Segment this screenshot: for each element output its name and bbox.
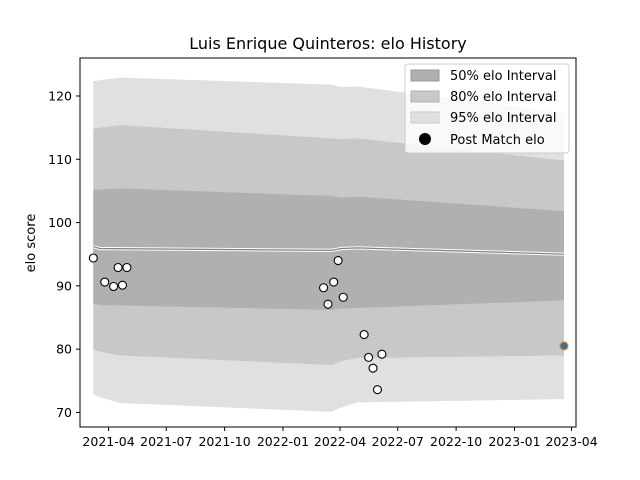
y-tick-label: 80 xyxy=(56,342,72,357)
post-match-elo-point xyxy=(88,253,98,263)
y-tick-label: 110 xyxy=(48,152,72,167)
chart-title: Luis Enrique Quinteros: elo History xyxy=(189,34,467,53)
axes-frame xyxy=(79,57,577,428)
latest-elo-point xyxy=(559,341,569,351)
plot-area xyxy=(88,77,569,412)
x-tick-label: 2022-04 xyxy=(314,434,366,449)
y-axis-label: elo score xyxy=(24,214,39,273)
y-tick-label: 100 xyxy=(48,215,72,230)
legend-swatch-80 xyxy=(410,90,440,103)
legend-label-points: Post Match elo xyxy=(450,133,545,148)
post-match-elo-point xyxy=(333,255,343,266)
legend-label-95: 95% elo Interval xyxy=(450,111,557,126)
y-tick-label: 90 xyxy=(56,278,72,293)
x-tick-label: 2021-04 xyxy=(82,434,134,449)
x-tick-label: 2022-07 xyxy=(372,434,424,449)
post-match-elo-point xyxy=(319,283,329,293)
post-match-elo-point xyxy=(359,330,369,340)
y-tick-label: 70 xyxy=(56,405,72,420)
legend-marker-points xyxy=(419,133,431,145)
post-match-elo-point xyxy=(100,277,110,287)
post-match-elo-point xyxy=(117,280,128,290)
legend-swatch-50 xyxy=(410,69,440,82)
post-match-elo-point xyxy=(377,349,387,359)
axis-ticks: 70 80 90 100 110 120 2021-04 2021-07 2021-10 2022… xyxy=(48,88,598,449)
x-tick-label: 2021-10 xyxy=(198,434,250,449)
post-match-elo-point xyxy=(329,277,339,287)
x-tick-label: 2023-01 xyxy=(488,434,540,449)
post-match-elo-point xyxy=(113,262,123,273)
legend-label-50: 50% elo Interval xyxy=(450,69,557,84)
y-tick-label: 120 xyxy=(48,88,72,103)
legend: 50% elo Interval 80% elo Interval 95% el… xyxy=(404,63,570,154)
x-tick-label: 2022-10 xyxy=(430,434,482,449)
legend-swatch-95 xyxy=(410,111,440,124)
post-match-elo-point xyxy=(364,352,374,362)
x-tick-label: 2023-04 xyxy=(545,434,597,449)
post-match-elo-point xyxy=(372,385,383,395)
x-tick-label: 2022-01 xyxy=(257,434,309,449)
post-match-elo-point xyxy=(338,292,348,302)
post-match-elo-point xyxy=(109,281,119,292)
legend-label-80: 80% elo Interval xyxy=(450,90,557,105)
post-match-elo-point xyxy=(122,262,132,273)
legend-box xyxy=(404,63,570,154)
mean-elo-line xyxy=(93,246,564,255)
post-match-elo-point xyxy=(368,363,378,373)
x-tick-label: 2021-07 xyxy=(140,434,192,449)
post-match-elo-point xyxy=(323,299,333,309)
